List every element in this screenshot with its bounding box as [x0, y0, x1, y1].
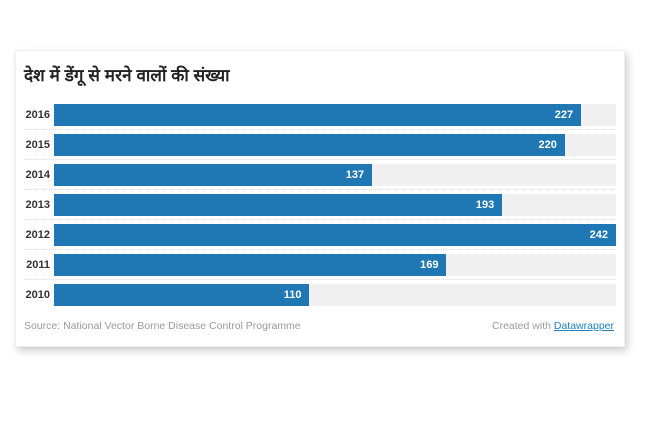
credit-note: Created with Datawrapper [492, 320, 614, 332]
value-label: 169 [420, 259, 439, 271]
year-label: 2010 [25, 289, 50, 301]
bar-track: 220 [54, 134, 616, 156]
bar: 227 [54, 104, 582, 126]
value-label: 220 [538, 139, 557, 151]
row-separator [24, 129, 616, 130]
year-label: 2016 [25, 109, 50, 121]
bar-track: 169 [54, 254, 616, 276]
bar-track: 110 [54, 284, 616, 306]
bar: 193 [54, 194, 503, 216]
bar: 242 [54, 224, 616, 246]
credit-prefix: Created with [492, 320, 551, 332]
value-label: 193 [475, 199, 495, 211]
bar-chart: 2016 227 2015 220 2014 137 2013 193 2012 242 2011 1… [24, 104, 616, 306]
year-label: 2012 [25, 229, 50, 241]
value-label: 137 [345, 169, 365, 181]
source-note: Source: National Vector Borne Disease Co… [24, 320, 301, 332]
year-label: 2015 [25, 139, 50, 151]
row-separator [24, 159, 616, 160]
row-separator [24, 189, 616, 190]
datawrapper-link[interactable]: Datawrapper [553, 320, 614, 332]
year-label: 2011 [26, 259, 50, 271]
bar-track: 193 [54, 194, 616, 216]
value-label: 110 [283, 289, 302, 301]
bar-row: 2016 227 [24, 104, 616, 126]
chart-card: देश में डेंगू से मरने वालों की संख्या 20… [15, 50, 625, 347]
row-separator [24, 219, 616, 220]
year-label: 2013 [25, 199, 50, 211]
bar-row: 2012 242 [24, 224, 616, 246]
bar-row: 2014 137 [24, 164, 616, 186]
row-separator [24, 279, 616, 280]
bar-track: 137 [54, 164, 616, 186]
bar-row: 2010 110 [24, 284, 616, 306]
bar: 137 [54, 164, 373, 186]
bar: 110 [54, 284, 310, 306]
bar-row: 2011 169 [24, 254, 616, 276]
year-label: 2014 [25, 169, 50, 181]
row-separator [24, 249, 616, 250]
value-label: 227 [554, 109, 574, 121]
bar: 169 [54, 254, 447, 276]
value-label: 242 [589, 229, 608, 241]
bar-track: 242 [54, 224, 616, 246]
bar-row: 2013 193 [24, 194, 616, 216]
chart-footer: Source: National Vector Borne Disease Co… [24, 320, 616, 332]
bar: 220 [54, 134, 565, 156]
bar-row: 2015 220 [24, 134, 616, 156]
bar-track: 227 [54, 104, 616, 126]
chart-title: देश में डेंगू से मरने वालों की संख्या [24, 66, 230, 85]
